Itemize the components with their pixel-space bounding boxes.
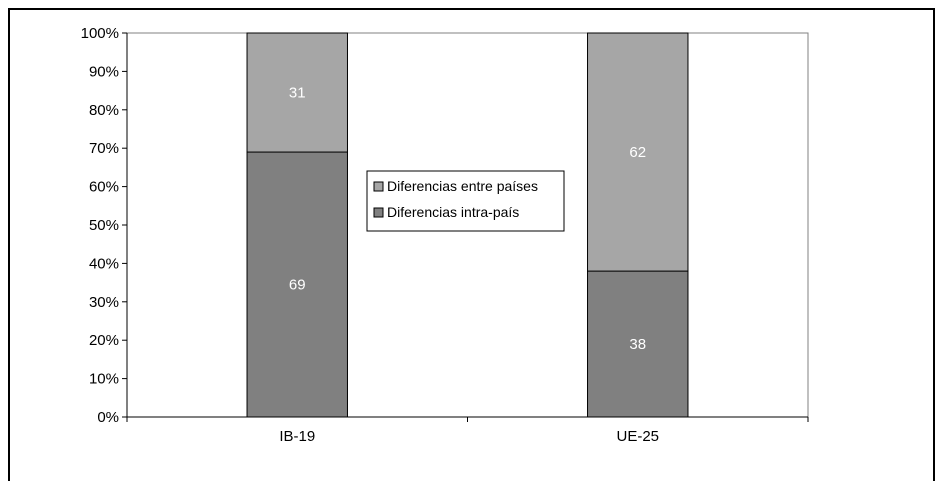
- legend-label: Diferencias entre países: [387, 178, 538, 194]
- y-tick-label: 0%: [97, 409, 119, 426]
- y-tick-label: 90%: [89, 63, 119, 80]
- y-tick-label: 30%: [89, 294, 119, 311]
- y-tick-label: 100%: [81, 25, 119, 42]
- y-axis: 0% 10% 20% 30% 40% 50% 60% 70% 80% 90% 100%: [81, 25, 128, 426]
- y-tick-label: 20%: [89, 332, 119, 349]
- chart-frame: [8, 8, 935, 481]
- data-label: 62: [629, 144, 646, 161]
- y-tick-label: 50%: [89, 217, 119, 234]
- data-label: 31: [289, 85, 306, 102]
- y-tick-label: 70%: [89, 140, 119, 157]
- legend-box: [366, 170, 565, 232]
- y-tick-label: 80%: [89, 102, 119, 119]
- bar-segment: [587, 270, 689, 418]
- x-axis: IB-19 UE-25: [126, 416, 809, 445]
- legend-swatch: [373, 181, 384, 192]
- bars: 69 31 38 62: [246, 32, 689, 418]
- x-tick-label: IB-19: [279, 428, 315, 445]
- y-tick-label: 40%: [89, 255, 119, 272]
- bar-segment: [587, 32, 689, 272]
- legend-label: Diferencias intra-país: [387, 204, 519, 220]
- bar-segment: [246, 32, 348, 153]
- bar-segment: [246, 151, 348, 418]
- data-label: 69: [289, 277, 306, 294]
- x-tick-label: UE-25: [616, 428, 659, 445]
- y-tick-label: 10%: [89, 371, 119, 388]
- legend-swatch: [373, 207, 384, 218]
- data-label: 38: [629, 336, 646, 353]
- y-tick-label: 60%: [89, 179, 119, 196]
- legend: Diferencias entre países Diferencias intr…: [366, 170, 565, 232]
